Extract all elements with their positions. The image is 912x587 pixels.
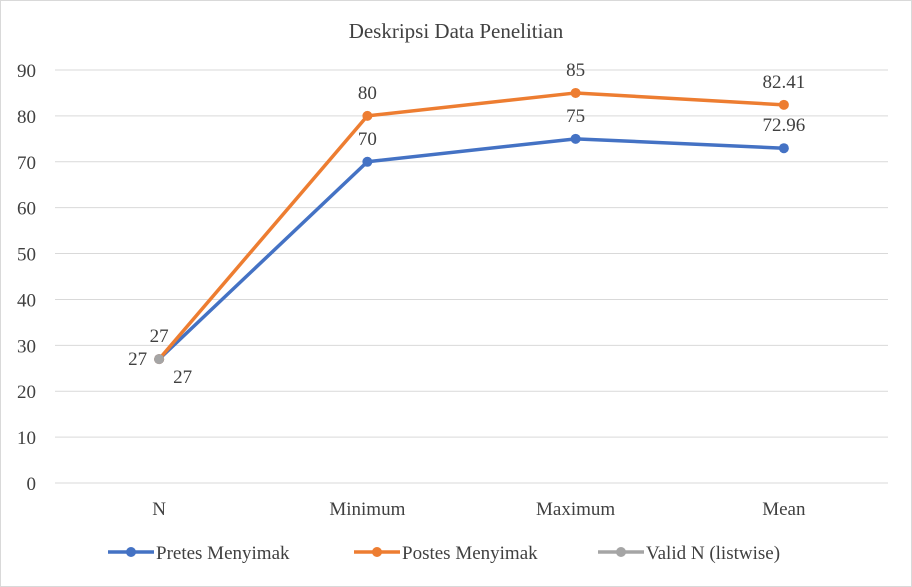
data-label: 27 (150, 326, 169, 347)
series-line (157, 137, 784, 361)
data-label: 85 (566, 60, 585, 81)
legend-marker (126, 547, 136, 557)
y-tick-label: 50 (17, 245, 36, 266)
data-point (570, 133, 581, 144)
x-tick-label: Minimum (329, 499, 405, 520)
y-tick-label: 20 (17, 382, 36, 403)
x-tick-label: N (152, 499, 166, 520)
series-line (157, 91, 784, 361)
data-label: 80 (358, 83, 377, 104)
y-tick-label: 40 (17, 290, 36, 311)
data-label: 70 (358, 129, 377, 150)
legend-label: Valid N (listwise) (646, 543, 780, 564)
data-point (778, 143, 789, 154)
data-point (362, 156, 373, 167)
legend-marker (616, 547, 626, 557)
data-label: 27 (128, 349, 147, 370)
data-label: 72.96 (763, 115, 806, 136)
data-label: 27 (173, 367, 192, 388)
y-tick-label: 80 (17, 107, 36, 128)
y-tick-label: 0 (27, 474, 37, 495)
x-tick-label: Maximum (536, 499, 615, 520)
y-tick-label: 30 (17, 336, 36, 357)
x-tick-label: Mean (762, 499, 806, 520)
data-label: 75 (566, 106, 585, 127)
y-tick-label: 70 (17, 153, 36, 174)
y-tick-label: 60 (17, 199, 36, 220)
legend-label: Postes Menyimak (402, 543, 538, 564)
chart-title: Deskripsi Data Penelitian (349, 19, 564, 43)
data-label: 82.41 (763, 72, 806, 93)
data-point (154, 354, 165, 365)
legend-label: Pretes Menyimak (156, 543, 290, 564)
y-tick-label: 90 (17, 61, 36, 82)
data-point (778, 99, 789, 110)
data-point (362, 110, 373, 121)
data-point (570, 87, 581, 98)
legend-marker (372, 547, 382, 557)
y-tick-label: 10 (17, 428, 36, 449)
